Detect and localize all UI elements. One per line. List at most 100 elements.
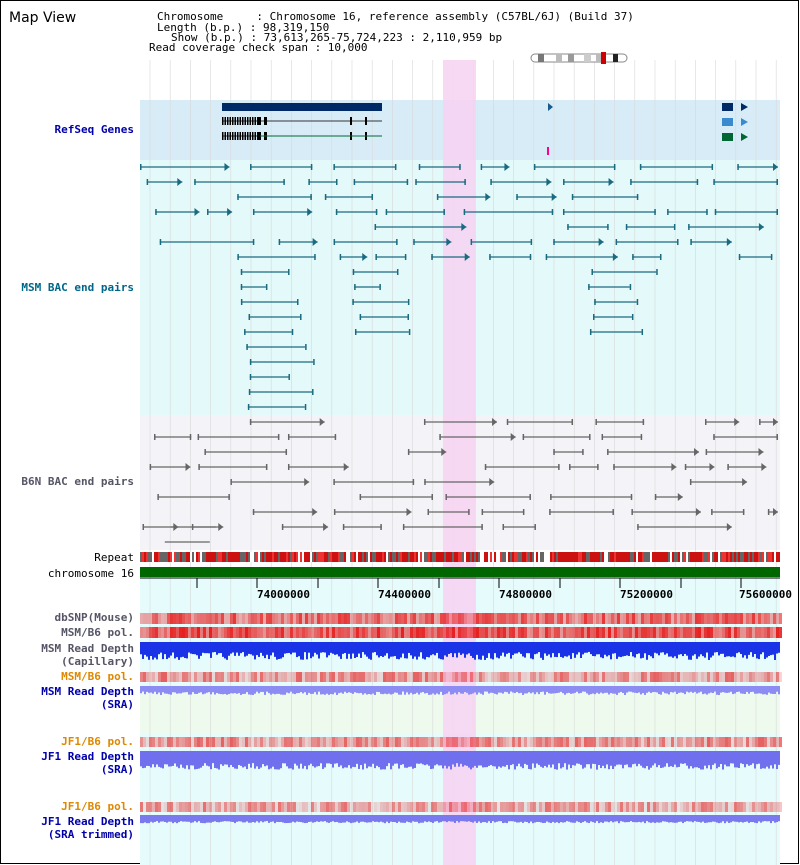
dbsnp-cell — [332, 613, 335, 624]
msm-b6-pol-sra-cell — [659, 672, 662, 682]
jf1-depth-trim-bar — [500, 815, 502, 822]
jf1-depth-sra-bar — [546, 751, 548, 768]
jf1-depth-sra-bar — [394, 751, 396, 764]
msm-depth-cap-bar — [146, 642, 148, 657]
jf1-depth-trim-bar — [328, 815, 330, 823]
msm-b6-pol-cell — [650, 627, 653, 638]
track-label-msm-b6-pol-1[interactable]: MSM/B6 pol. — [61, 626, 134, 639]
jf1-b6-pol-trim-cell — [230, 802, 233, 812]
msm-b6-pol-cell — [155, 627, 158, 638]
jf1-depth-trim-bar — [644, 815, 646, 824]
track-label-msm-b6-pol-2[interactable]: MSM/B6 pol. — [61, 670, 134, 683]
jf1-depth-trim-bar — [602, 815, 604, 823]
gene-marker — [547, 147, 549, 155]
jf1-depth-sra-bar — [202, 751, 204, 766]
repeat-segment — [514, 552, 516, 562]
track-label-jf1-depth-sra[interactable]: JF1 Read Depth — [41, 750, 134, 763]
jf1-b6-pol-trim-cell — [746, 802, 749, 812]
track-label-repeat[interactable]: Repeat — [94, 551, 134, 564]
msm-b6-pol-cell — [158, 627, 161, 638]
msm-depth-sra-bar — [754, 686, 756, 694]
jf1-depth-sra-bar — [332, 751, 334, 768]
msm-depth-sra-bar — [274, 686, 276, 695]
dbsnp-cell — [713, 613, 716, 624]
jf1-b6-pol-cell — [200, 737, 203, 747]
repeat-segment — [368, 552, 370, 562]
msm-depth-cap-bar — [504, 642, 506, 657]
jf1-b6-pol-cell — [407, 737, 410, 747]
track-label-msm-depth-sra-sub: (SRA) — [100, 698, 134, 711]
track-label-jf1-depth-sra-sub: (SRA) — [100, 763, 134, 776]
track-label-msm-depth-cap[interactable]: MSM Read Depth — [41, 642, 134, 655]
jf1-depth-sra-bar — [304, 751, 306, 766]
jf1-depth-sra-bar — [672, 751, 674, 767]
track-label-jf1-b6-pol-2[interactable]: JF1/B6 pol. — [61, 800, 134, 813]
dbsnp-cell — [356, 613, 359, 624]
msm-b6-pol-sra-cell — [401, 672, 404, 682]
jf1-b6-pol-cell — [530, 737, 533, 747]
jf1-depth-trim-bar — [548, 815, 550, 823]
jf1-depth-trim-bar — [622, 815, 624, 822]
repeat-segment — [464, 552, 466, 562]
jf1-b6-pol-trim-cell — [572, 802, 575, 812]
msm-b6-pol-sra-cell — [242, 672, 245, 682]
msm-b6-pol-cell — [524, 627, 527, 638]
repeat-segment — [364, 552, 366, 562]
msm-b6-pol-cell — [566, 627, 569, 638]
msm-b6-pol-sra-cell — [539, 672, 542, 682]
jf1-b6-pol-cell — [671, 737, 674, 747]
track-label-refseq[interactable]: RefSeq Genes — [54, 123, 134, 136]
msm-bac-end — [567, 224, 569, 230]
jf1-depth-trim-bar — [674, 815, 676, 823]
msm-depth-sra-bar — [154, 686, 156, 692]
jf1-depth-trim-bar — [166, 815, 168, 823]
msm-b6-pol-sra-cell — [230, 672, 233, 682]
repeat-segment — [216, 552, 218, 562]
msm-depth-sra-bar — [628, 686, 630, 692]
track-label-b6n-bac[interactable]: B6N BAC end pairs — [21, 475, 134, 488]
dbsnp-cell — [308, 613, 311, 624]
repeat-segment — [776, 552, 778, 562]
msm-depth-sra-bar — [684, 686, 686, 695]
jf1-depth-trim-bar — [198, 815, 200, 822]
jf1-b6-pol-cell — [356, 737, 359, 747]
b6n-bac-arrow — [441, 448, 447, 456]
jf1-depth-sra-bar — [454, 751, 456, 767]
jf1-depth-sra-bar — [606, 751, 608, 765]
jf1-depth-trim-bar — [190, 815, 192, 823]
jf1-b6-pol-trim-cell — [458, 802, 461, 812]
track-label-jf1-depth-trim[interactable]: JF1 Read Depth — [41, 815, 134, 828]
dbsnp-cell — [176, 613, 179, 624]
jf1-depth-sra-bar — [484, 751, 486, 768]
track-label-msm-depth-sra[interactable]: MSM Read Depth — [41, 685, 134, 698]
dbsnp-cell — [509, 613, 512, 624]
msm-b6-pol-sra-cell — [518, 672, 521, 682]
msm-b6-pol-sra-cell — [167, 672, 170, 682]
dbsnp-cell — [533, 613, 536, 624]
msm-b6-pol-sra-cell — [377, 672, 380, 682]
jf1-b6-pol-cell — [674, 737, 677, 747]
msm-depth-cap-bar — [204, 642, 206, 654]
track-label-jf1-b6-pol-1[interactable]: JF1/B6 pol. — [61, 735, 134, 748]
dbsnp-cell — [557, 613, 560, 624]
jf1-b6-pol-trim-cell — [392, 802, 395, 812]
repeat-segment — [252, 552, 254, 562]
jf1-depth-sra-bar — [384, 751, 386, 770]
msm-bac-end — [470, 239, 473, 245]
chromosome-info: Chromosome : Chromosome 16, reference as… — [157, 10, 634, 23]
dbsnp-cell — [206, 613, 209, 624]
jf1-b6-pol-cell — [626, 737, 629, 747]
jf1-depth-sra-bar — [522, 751, 524, 769]
track-label-dbsnp[interactable]: dbSNP(Mouse) — [54, 611, 134, 624]
msm-b6-pol-cell — [572, 627, 575, 638]
dbsnp-cell — [644, 613, 647, 624]
jf1-depth-sra-bar — [498, 751, 500, 767]
msm-depth-sra-bar — [762, 686, 764, 695]
msm-b6-pol-cell — [704, 627, 707, 638]
dbsnp-cell — [215, 613, 218, 624]
track-label-msm-bac[interactable]: MSM BAC end pairs — [21, 281, 134, 294]
msm-bac-end — [352, 299, 354, 305]
msm-depth-cap-bar — [462, 642, 464, 654]
msm-depth-sra-bar — [536, 686, 538, 693]
